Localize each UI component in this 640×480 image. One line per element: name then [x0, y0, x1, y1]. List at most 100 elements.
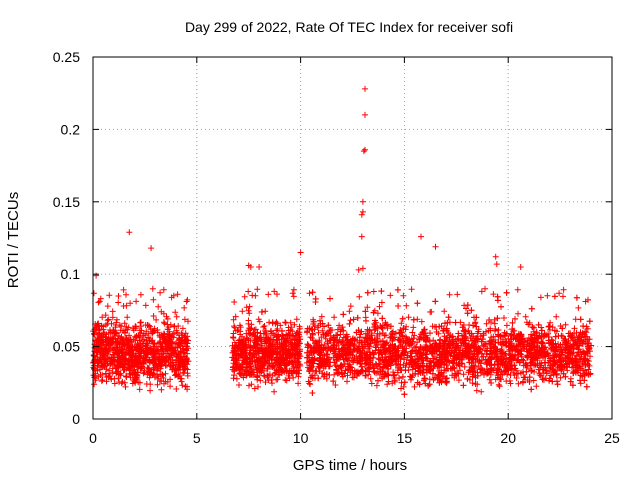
outlier-point	[359, 198, 366, 205]
data-point	[283, 362, 289, 369]
data-point	[133, 323, 139, 330]
data-point	[165, 359, 172, 365]
data-point	[137, 291, 144, 298]
data-point	[232, 313, 239, 320]
data-point	[384, 381, 391, 388]
data-point	[246, 303, 253, 310]
data-point	[147, 387, 154, 394]
data-point	[147, 381, 154, 388]
data-point	[239, 361, 246, 368]
data-point	[105, 316, 112, 323]
data-point	[140, 347, 146, 354]
data-point	[168, 352, 175, 359]
data-point	[179, 334, 186, 341]
data-point	[111, 361, 118, 368]
data-point	[147, 347, 154, 354]
data-point	[116, 371, 123, 378]
data-point	[306, 290, 313, 297]
data-point	[283, 342, 290, 349]
data-points	[90, 85, 595, 398]
data-point	[426, 381, 433, 388]
data-point	[473, 387, 480, 394]
data-point	[181, 304, 188, 311]
data-point	[92, 375, 99, 382]
data-point	[110, 353, 117, 360]
data-point	[241, 358, 248, 365]
data-point	[277, 322, 284, 329]
data-point	[180, 356, 186, 363]
data-point	[346, 320, 353, 327]
data-point	[307, 381, 314, 388]
data-point	[274, 349, 281, 356]
outlier-point	[148, 245, 155, 252]
data-point	[144, 322, 151, 328]
data-point	[274, 376, 281, 383]
data-point	[577, 380, 584, 387]
data-point	[276, 361, 283, 368]
data-point	[236, 382, 242, 388]
data-point	[160, 286, 167, 293]
y-tick-label: 0.15	[53, 194, 80, 210]
outlier-point	[418, 233, 424, 240]
data-point	[136, 386, 143, 393]
data-point	[356, 293, 363, 300]
data-point	[495, 381, 502, 388]
data-point	[231, 299, 238, 305]
chart-title: Day 299 of 2022, Rate Of TEC Index for r…	[185, 19, 513, 35]
data-point	[289, 333, 296, 339]
data-point	[258, 338, 265, 345]
data-point	[132, 337, 139, 344]
y-tick-label: 0.2	[61, 121, 81, 137]
data-point	[575, 304, 582, 311]
data-point	[573, 294, 580, 301]
data-point	[264, 365, 271, 372]
data-point	[239, 308, 246, 315]
data-point	[271, 288, 278, 295]
data-point	[494, 297, 501, 304]
data-point	[387, 292, 394, 299]
grid-lines	[93, 57, 612, 419]
data-point	[164, 378, 171, 385]
data-point	[141, 336, 147, 343]
data-point	[163, 313, 170, 320]
outlier-point	[358, 233, 365, 240]
data-point	[102, 312, 109, 319]
data-point	[446, 291, 453, 298]
data-point	[107, 327, 113, 333]
data-point	[173, 327, 180, 334]
data-point	[289, 290, 296, 297]
data-point	[278, 328, 285, 335]
data-point	[250, 347, 257, 354]
data-point	[577, 316, 584, 323]
data-point	[290, 286, 297, 293]
data-point	[514, 286, 521, 293]
data-point	[182, 360, 189, 367]
data-point	[140, 359, 147, 366]
x-tick-label: 10	[293, 430, 309, 446]
data-point	[252, 333, 259, 340]
data-point	[248, 381, 255, 388]
outlier-point	[358, 211, 365, 218]
data-point	[261, 327, 268, 334]
data-point	[239, 348, 246, 355]
data-point	[103, 378, 110, 385]
data-point	[266, 319, 273, 326]
outlier-point	[126, 229, 133, 236]
data-point	[282, 319, 289, 326]
data-point	[164, 321, 171, 328]
data-point	[294, 336, 301, 343]
data-point	[312, 295, 319, 302]
data-point	[96, 358, 103, 365]
data-point	[121, 329, 128, 336]
data-point	[155, 303, 162, 310]
data-point	[410, 324, 417, 331]
data-point	[304, 329, 310, 336]
data-point	[268, 356, 275, 363]
data-point	[261, 356, 268, 363]
data-point	[91, 365, 97, 372]
data-point	[184, 350, 191, 357]
data-point	[401, 391, 408, 398]
data-point	[276, 372, 283, 378]
data-point	[162, 336, 169, 343]
data-point	[344, 378, 350, 385]
